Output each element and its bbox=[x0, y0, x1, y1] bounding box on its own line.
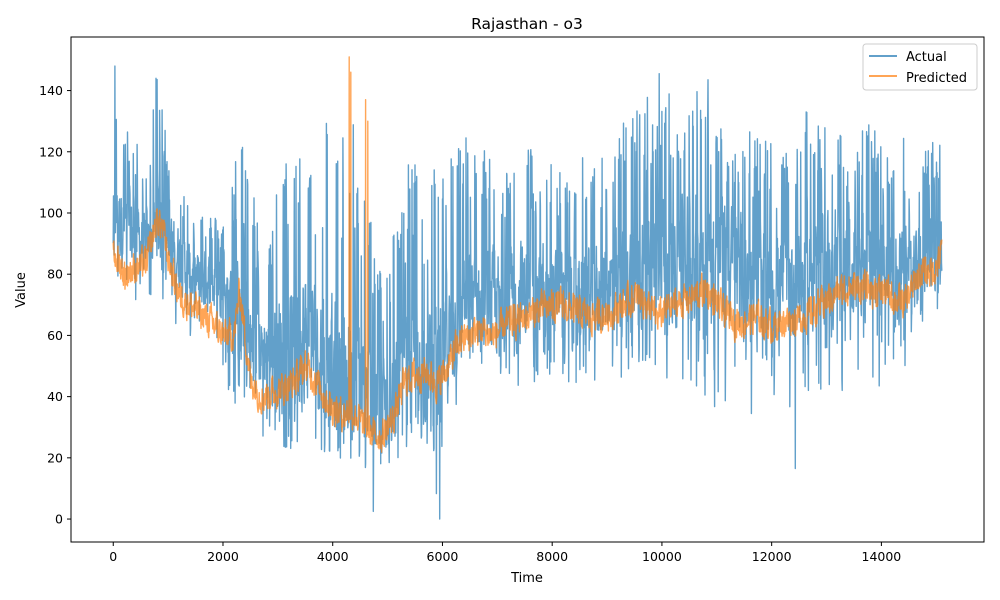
x-axis-label: Time bbox=[510, 571, 543, 586]
y-tick-label: 80 bbox=[47, 267, 63, 282]
x-axis: 0 2000 4000 6000 8000 10000 12000 14000 bbox=[109, 542, 901, 564]
y-tick-label: 0 bbox=[55, 512, 63, 527]
x-tick-label: 0 bbox=[109, 549, 117, 564]
x-tick-label: 14000 bbox=[862, 549, 902, 564]
y-axis: 0 20 40 60 80 100 120 140 bbox=[39, 83, 71, 527]
y-tick-label: 20 bbox=[47, 450, 63, 465]
plot-area bbox=[112, 56, 943, 520]
series-predicted-line bbox=[112, 56, 943, 453]
y-axis-label: Value bbox=[14, 272, 29, 308]
y-tick-label: 140 bbox=[39, 83, 63, 98]
y-tick-label: 100 bbox=[39, 205, 63, 220]
plot-frame bbox=[70, 36, 985, 543]
chart-title: Rajasthan - o3 bbox=[471, 15, 583, 33]
legend-label-predicted: Predicted bbox=[906, 71, 967, 86]
x-tick-label: 8000 bbox=[536, 549, 568, 564]
legend-label-actual: Actual bbox=[906, 50, 947, 65]
x-tick-label: 6000 bbox=[427, 549, 459, 564]
x-tick-label: 4000 bbox=[317, 549, 349, 564]
y-tick-label: 60 bbox=[47, 328, 63, 343]
y-tick-label: 40 bbox=[47, 389, 63, 404]
x-tick-label: 12000 bbox=[752, 549, 792, 564]
x-tick-label: 2000 bbox=[207, 549, 239, 564]
x-tick-label: 10000 bbox=[642, 549, 682, 564]
series-actual-line bbox=[112, 65, 943, 520]
y-tick-label: 120 bbox=[39, 144, 63, 159]
legend: Actual Predicted bbox=[862, 43, 978, 91]
